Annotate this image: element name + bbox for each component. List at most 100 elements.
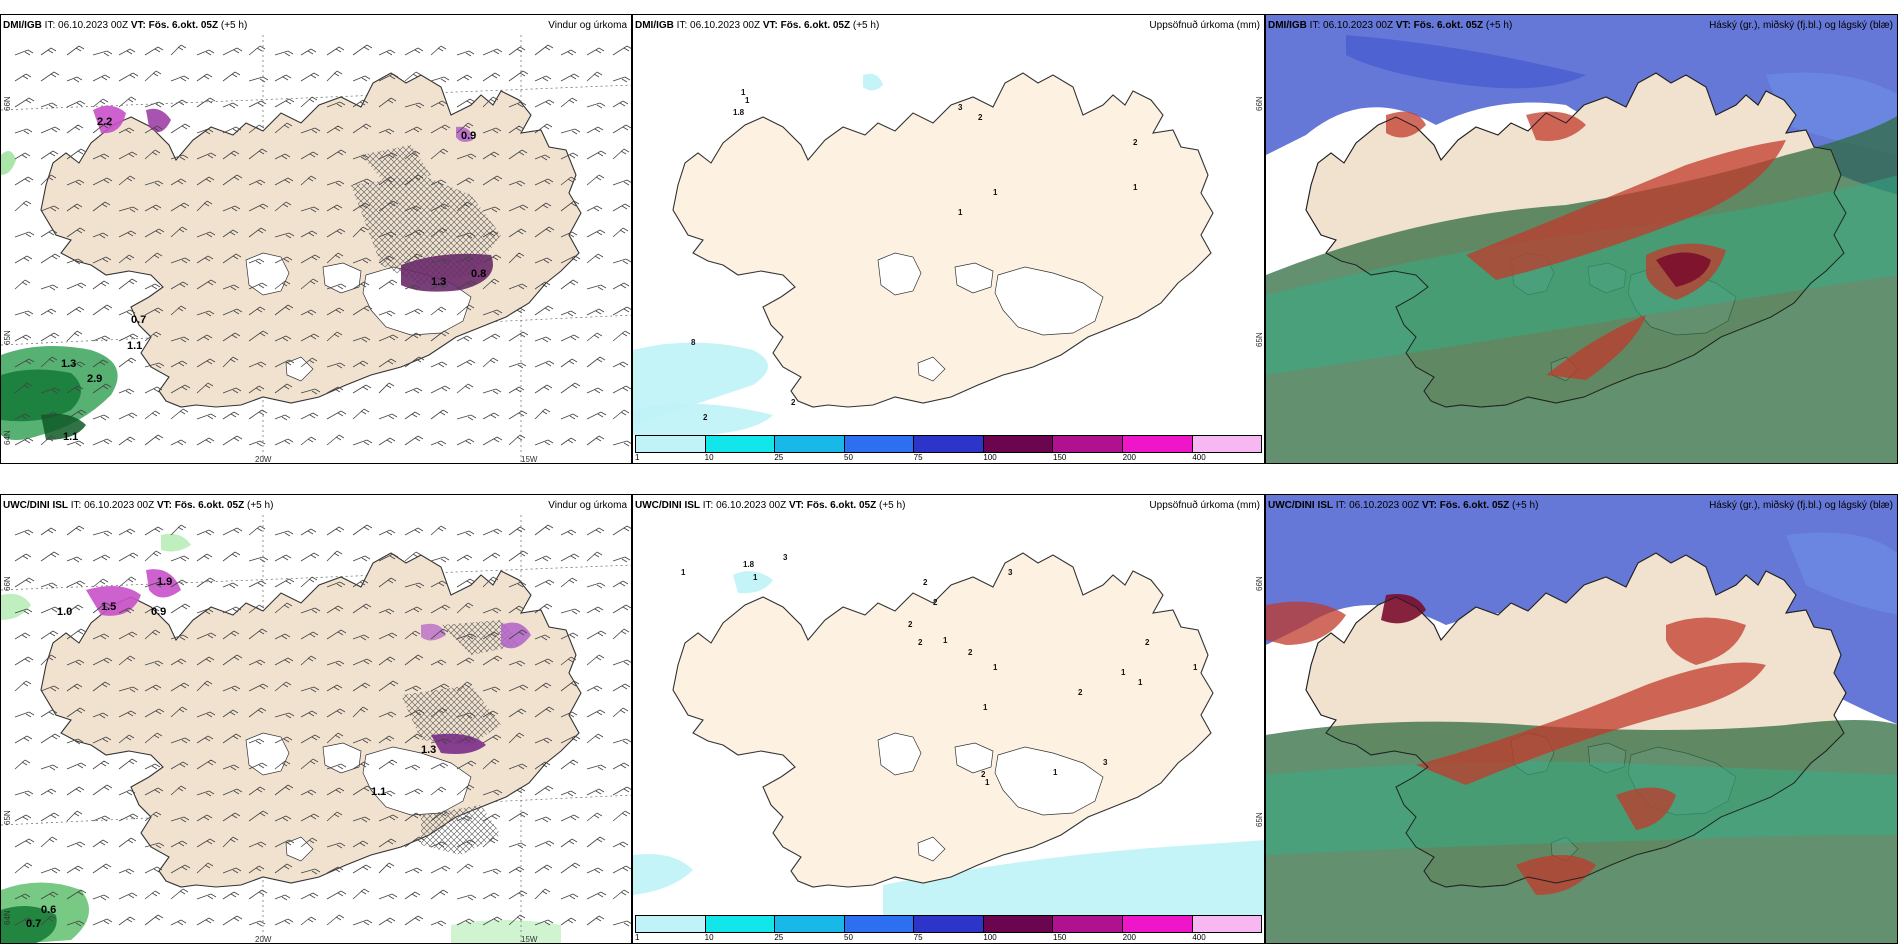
wind-barb (482, 48, 503, 56)
wind-barb (40, 411, 59, 420)
wind-barb (482, 576, 499, 588)
wind-barb (534, 919, 554, 926)
wind-barb (352, 524, 373, 536)
wind-value-label: 2.2 (97, 116, 112, 128)
wind-barb (534, 706, 555, 718)
wind-barb (612, 604, 631, 614)
wind-barb (222, 630, 240, 640)
wind-barb (144, 629, 161, 640)
wind-barb (586, 606, 604, 614)
wind-barb (144, 605, 163, 614)
wind-barb (482, 388, 502, 395)
wind-barb (222, 332, 241, 342)
wind-barb (144, 386, 163, 394)
wind-barb (508, 732, 525, 744)
wind-barb (560, 334, 580, 342)
colorbar-label: 10 (704, 453, 714, 462)
wind-barb (118, 309, 136, 316)
wind-barb (274, 304, 294, 316)
wind-barb (456, 578, 476, 588)
wind-barb (118, 48, 136, 56)
wind-barb (508, 787, 526, 796)
wind-barb (404, 102, 425, 109)
wind-barb (404, 733, 423, 744)
wind-barb (40, 205, 60, 212)
wind-barb (430, 45, 447, 56)
wind-barb (300, 48, 317, 56)
wind-barb (482, 175, 503, 186)
wind-barb (14, 200, 32, 212)
wind-barb (170, 634, 189, 641)
wind-barb (248, 580, 267, 588)
wind-barb (144, 101, 165, 108)
wind-barb (92, 201, 111, 212)
wind-barb (352, 840, 369, 848)
wind-barb (612, 841, 629, 848)
wind-barb (404, 527, 424, 536)
wind-barb (352, 202, 371, 212)
wind-barb (66, 580, 86, 588)
wind-barb (404, 709, 425, 718)
wind-barb (248, 738, 265, 745)
wind-barb (352, 761, 370, 770)
wind-value-label: 0.7 (131, 314, 146, 326)
wind-barb (404, 435, 424, 446)
panel-clouds-dmi: DMI/IGB IT: 06.10.2023 00Z VT: Fös. 6.ok… (1265, 14, 1898, 464)
wind-barb (14, 152, 31, 160)
wind-barb (40, 527, 57, 536)
wind-barb (560, 917, 577, 926)
wind-barb (482, 837, 499, 848)
wind-barb (144, 46, 164, 56)
wind-barb (118, 72, 139, 82)
wind-barb (118, 837, 137, 848)
wind-barb (66, 330, 83, 342)
wind-barb (66, 628, 87, 640)
wind-barb (170, 44, 187, 56)
wind-value-label: 1.0 (57, 606, 72, 618)
wind-barb (534, 44, 554, 56)
wind-barb (560, 529, 577, 536)
wind-barb (222, 126, 242, 134)
wind-barb (66, 124, 84, 134)
wind-barb (404, 308, 424, 316)
wind-barb (560, 437, 577, 446)
wind-barb (248, 604, 265, 614)
wind-barb (118, 607, 135, 614)
wind-barb (144, 914, 164, 926)
wind-barb (560, 838, 578, 848)
wind-barb (456, 383, 474, 394)
wind-barb (586, 915, 605, 926)
wind-barb (170, 682, 190, 692)
wind-barb (482, 655, 503, 666)
wind-barb (404, 867, 423, 874)
wind-barb (586, 867, 604, 874)
wind-barb (404, 836, 425, 848)
wind-barb (378, 97, 397, 108)
wind-barb (430, 525, 447, 536)
wind-barb (118, 813, 139, 822)
wind-barb (404, 150, 421, 160)
wind-barb (196, 73, 213, 82)
wind-barb (456, 736, 474, 744)
wind-barb (326, 684, 343, 692)
wind-barb (248, 628, 268, 640)
wind-barb (248, 361, 267, 368)
wind-barb (222, 812, 241, 822)
wind-value-label: 1.1 (371, 786, 386, 798)
wind-barb (274, 578, 295, 588)
wind-barb (352, 44, 373, 56)
wind-barb (170, 603, 191, 614)
wind-barb (508, 283, 528, 290)
wind-barb (378, 656, 396, 666)
colorbar-swatch (705, 436, 776, 452)
wind-barb (560, 632, 579, 640)
wind-barb (118, 333, 139, 342)
glacier-outline (994, 746, 1104, 816)
wind-barb (456, 153, 477, 160)
wind-barb (352, 408, 370, 420)
wind-barb (170, 336, 190, 343)
wind-barb (326, 101, 346, 108)
precip-area (146, 108, 171, 133)
